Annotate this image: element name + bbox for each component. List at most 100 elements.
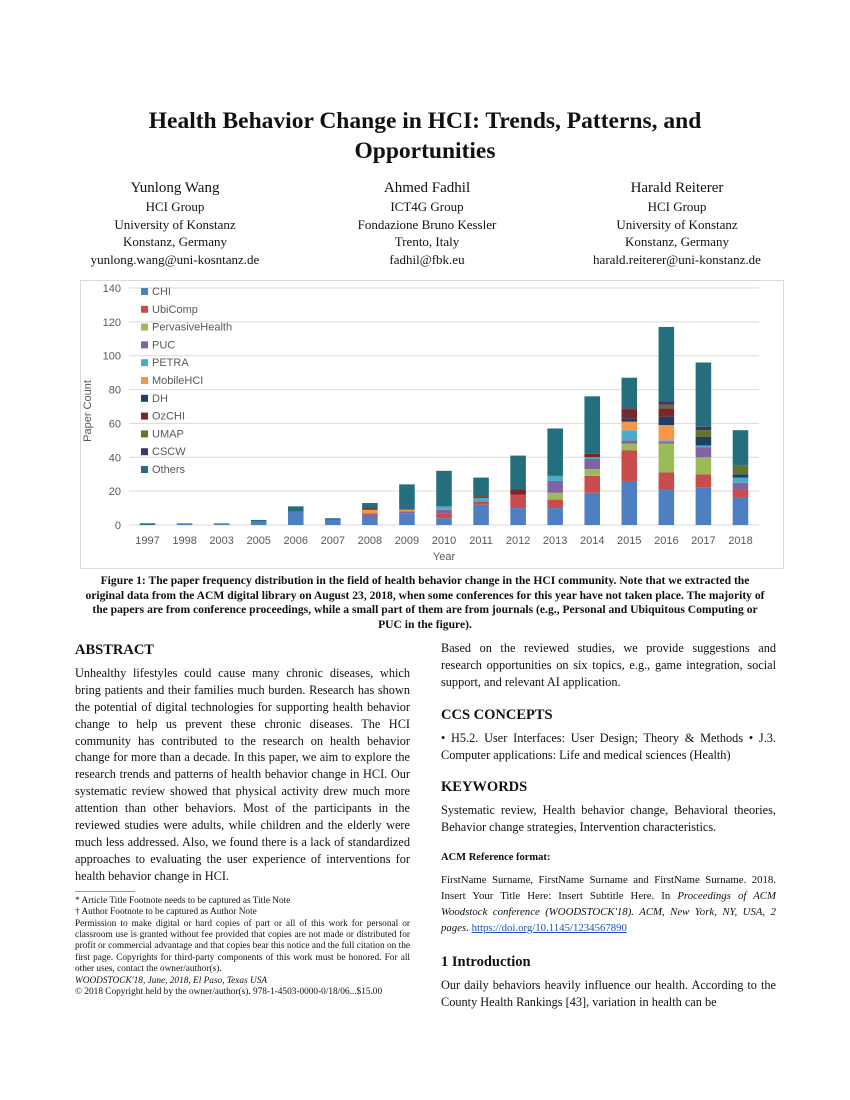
bar-segment-cscw <box>695 426 712 431</box>
bar-segment-others <box>584 396 601 454</box>
x-tick-label: 2014 <box>580 535 604 547</box>
x-tick-label: 2013 <box>543 535 567 547</box>
y-tick-label: 100 <box>103 351 121 363</box>
bar-segment-chi <box>732 497 749 525</box>
author-2: Ahmed Fadhil ICT4G Group Fondazione Brun… <box>297 178 557 268</box>
reference-venue: Proceedings of ACM Woodstock conference … <box>441 890 776 935</box>
author-group: HCI Group <box>647 199 707 214</box>
bar-segment-puc <box>584 458 601 470</box>
y-tick-label: 20 <box>109 486 121 498</box>
bar-segment-chi <box>325 519 341 525</box>
x-tick-label: 2012 <box>506 535 530 547</box>
legend-swatch <box>141 323 148 331</box>
bar-segment-petra <box>732 477 749 483</box>
bar-segment-ozchi <box>362 508 378 510</box>
footnote-rule <box>75 890 135 892</box>
bar-segment-ozchi <box>510 489 526 495</box>
bar-segment-puc <box>695 447 712 458</box>
bar-segment-pervasivehealth <box>621 443 638 451</box>
x-tick-label: 2016 <box>654 535 678 547</box>
author-location: Konstanz, Germany <box>123 234 227 249</box>
bar-segment-puc <box>658 442 675 444</box>
bar-segment-ubicomp <box>547 499 563 509</box>
introduction-heading: 1 Introduction <box>441 954 531 971</box>
y-tick-label: 120 <box>103 317 121 329</box>
reference-heading: ACM Reference format: <box>441 852 551 864</box>
reference-text: FirstName Surname, FirstName Surname and… <box>441 872 776 936</box>
y-tick-label: 60 <box>109 418 121 430</box>
author-1: Yunlong Wang HCI Group University of Kon… <box>45 178 305 268</box>
author-institution: Fondazione Bruno Kessler <box>357 216 497 232</box>
bar-segment-ozchi <box>584 453 601 458</box>
x-tick-label: 2008 <box>358 535 382 547</box>
doi-link[interactable]: https://doi.org/10.1145/1234567890 <box>471 922 627 935</box>
bar-segment-others <box>547 428 563 476</box>
bar-segment-mobilehci <box>621 421 638 431</box>
paper-title: Health Behavior Change in HCI: Trends, P… <box>148 108 702 164</box>
author-footnote: † Author Footnote to be captured as Auth… <box>75 907 257 918</box>
bar-segment-others <box>399 484 415 510</box>
keywords-heading: KEYWORDS <box>441 779 528 796</box>
legend-label: UMAP <box>152 428 184 440</box>
legend-swatch <box>141 448 148 456</box>
x-tick-label: 2011 <box>469 535 493 547</box>
author-email[interactable]: fadhil@fbk.eu <box>389 251 465 267</box>
bar-segment-ubicomp <box>732 489 749 498</box>
bar-segment-pervasivehealth <box>695 457 712 475</box>
figure-1-chart: 0 20 40 60 80 100 120 140 1997 1998 2003 2005 2006 20… <box>80 280 784 569</box>
bar-segment-others <box>732 430 749 466</box>
bar-segment-others <box>473 477 489 497</box>
right-column: Based on the reviewed studies, we provid… <box>441 640 776 1011</box>
legend-swatch <box>141 377 148 384</box>
venue-note: WOODSTOCK'18, June, 2018, El Paso, Texas… <box>75 975 268 986</box>
legend-label: CHI <box>152 286 171 298</box>
bar-segment-dh <box>658 416 675 426</box>
legend-swatch <box>141 430 148 438</box>
bar-segment-pervasivehealth <box>584 469 601 476</box>
legend-swatch <box>141 359 148 367</box>
bar-segment-dh <box>695 436 712 446</box>
bar-segment-ubicomp <box>436 513 452 519</box>
copyright-note: © 2018 Copyright held by the owner/autho… <box>75 986 383 997</box>
legend-swatch <box>141 305 148 313</box>
x-tick-label: 2005 <box>246 535 270 547</box>
figure-caption: Figure 1: The paper frequency distributi… <box>85 574 765 631</box>
bar-segment-chi <box>436 518 452 525</box>
bar-segment-petra <box>621 430 638 441</box>
author-email[interactable]: harald.reiterer@uni-konstanz.de <box>593 251 761 267</box>
bar-segment-pervasivehealth <box>547 492 563 500</box>
author-email[interactable]: yunlong.wang@uni-kosntanz.de <box>90 251 260 267</box>
bar-segment-mobilehci <box>658 425 675 441</box>
legend-swatch <box>141 288 148 295</box>
bar-segment-others <box>510 455 526 490</box>
legend-label: PETRA <box>152 357 189 369</box>
legend-label: OzCHI <box>152 411 185 423</box>
bar-segment-chi <box>250 521 267 525</box>
bar-segment-ozchi <box>621 409 638 419</box>
bar-segment-petra <box>436 506 452 510</box>
y-tick-label: 0 <box>115 520 121 532</box>
bar-segment-others <box>250 519 267 522</box>
bar-segment-puc <box>547 480 563 493</box>
permission-notice: Permission to make digital or hard copie… <box>75 918 410 975</box>
footnotes: * Article Title Footnote needs to be cap… <box>75 896 410 999</box>
author-3: Harald Reiterer HCI Group University of … <box>547 178 807 268</box>
keywords-text: Systematic review, Health behavior chang… <box>441 803 776 835</box>
x-tick-label: 1998 <box>172 535 196 547</box>
y-tick-label: 40 <box>109 452 121 464</box>
author-name: Ahmed Fadhil <box>383 180 471 196</box>
bar-segment-chi <box>621 480 638 525</box>
x-tick-label: 2018 <box>728 535 752 547</box>
legend-swatch <box>141 341 148 349</box>
y-tick-label: 80 <box>109 385 121 397</box>
legend-label: PervasiveHealth <box>152 322 232 334</box>
author-location: Trento, Italy <box>394 234 460 249</box>
bar-segment-puc <box>362 513 378 515</box>
bar-segment-petra <box>695 445 712 448</box>
bar-segment-others <box>325 518 341 520</box>
legend-swatch <box>141 394 148 402</box>
author-institution: University of Konstanz <box>616 216 738 232</box>
y-tick-label: 140 <box>103 283 121 295</box>
bar-segment-dh <box>621 418 638 422</box>
legend-label: UbiComp <box>152 304 198 316</box>
